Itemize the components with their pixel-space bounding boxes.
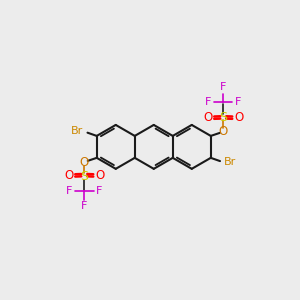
Text: F: F	[96, 186, 102, 196]
Text: O: O	[95, 169, 104, 182]
Text: S: S	[80, 170, 88, 183]
Text: F: F	[81, 201, 87, 212]
Text: Br: Br	[224, 158, 236, 167]
Text: F: F	[235, 98, 241, 107]
Text: O: O	[234, 111, 243, 124]
Text: O: O	[64, 169, 74, 182]
Text: S: S	[219, 111, 227, 124]
Text: O: O	[203, 111, 212, 124]
Text: O: O	[219, 125, 228, 138]
Text: Br: Br	[71, 126, 84, 136]
Text: F: F	[220, 82, 226, 92]
Text: F: F	[66, 186, 73, 196]
Text: O: O	[80, 156, 89, 169]
Text: F: F	[205, 98, 212, 107]
